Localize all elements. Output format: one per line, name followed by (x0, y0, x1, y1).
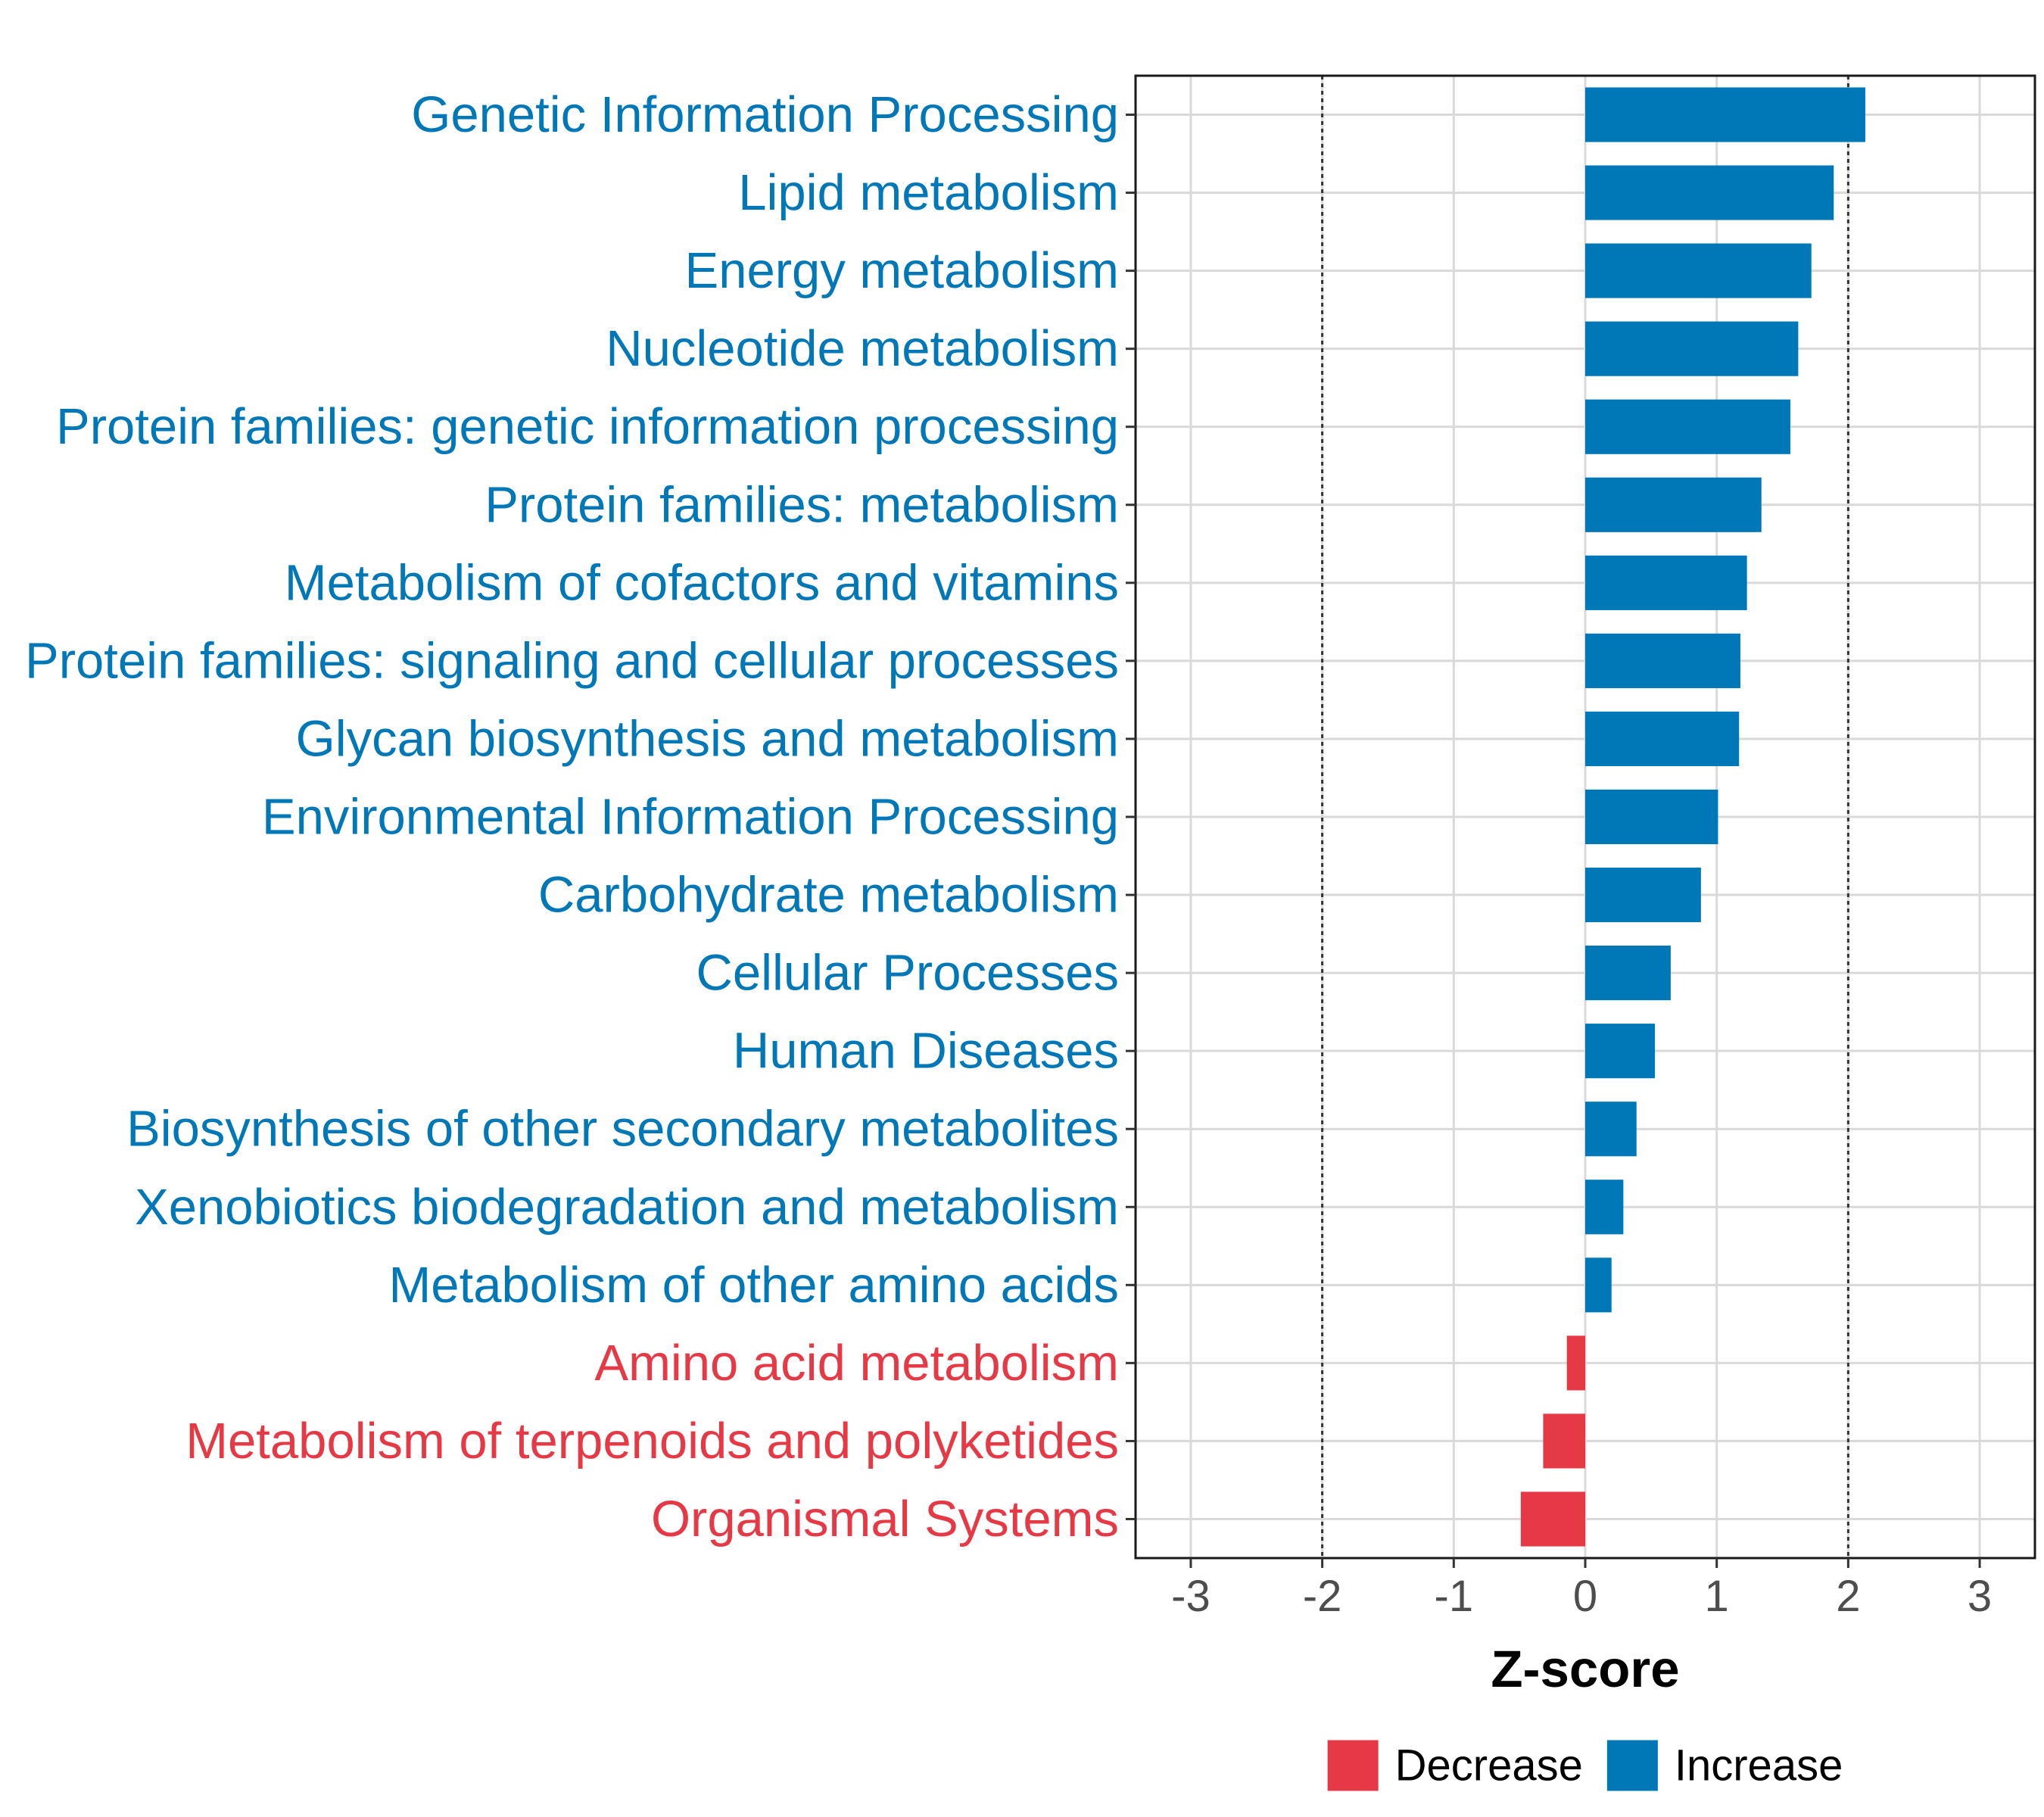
bar (1585, 1180, 1624, 1235)
category-label: Protein families: genetic information pr… (56, 398, 1119, 455)
category-label: Carbohydrate metabolism (538, 867, 1119, 924)
category-label: Xenobiotics biodegradation and metabolis… (135, 1179, 1119, 1236)
x-axis-title: Z-score (1491, 1640, 1679, 1698)
category-label: Lipid metabolism (738, 164, 1119, 221)
bars (1520, 87, 1865, 1547)
x-tick-label: -1 (1435, 1572, 1474, 1621)
category-label: Metabolism of cofactors and vitamins (285, 554, 1119, 611)
bar (1585, 711, 1740, 767)
bar (1585, 946, 1671, 1001)
category-label: Protein families: signaling and cellular… (25, 632, 1119, 689)
bar (1543, 1413, 1585, 1469)
x-tick-label: -2 (1303, 1572, 1342, 1621)
y-axis: Genetic Information Processing Lipid meta… (25, 86, 1136, 1547)
bar (1585, 1258, 1612, 1313)
legend-label: Increase (1675, 1741, 1843, 1791)
legend-key (1606, 1740, 1658, 1791)
category-label: Glycan biosynthesis and metabolism (296, 710, 1119, 767)
category-label: Metabolism of other amino acids (389, 1257, 1120, 1314)
bar (1585, 867, 1701, 923)
bar (1585, 789, 1718, 845)
category-label: Energy metabolism (685, 242, 1119, 299)
legend: Decrease Increase (1327, 1740, 1843, 1791)
legend-key (1327, 1740, 1379, 1791)
bar (1585, 1024, 1656, 1079)
bar (1585, 165, 1834, 220)
category-label: Amino acid metabolism (594, 1335, 1119, 1392)
category-label: Nucleotide metabolism (606, 320, 1119, 377)
bar (1585, 555, 1747, 610)
category-label: Cellular Processes (696, 945, 1119, 1002)
category-label: Organismal Systems (651, 1491, 1119, 1547)
bar (1585, 321, 1799, 376)
x-tick-label: 1 (1705, 1572, 1729, 1621)
x-tick-label: -3 (1171, 1572, 1211, 1621)
category-label: Human Diseases (733, 1023, 1119, 1080)
bar (1585, 633, 1740, 688)
x-tick-label: 2 (1836, 1572, 1860, 1621)
category-label: Biosynthesis of other secondary metaboli… (126, 1101, 1119, 1158)
bar (1566, 1335, 1585, 1391)
bar (1585, 399, 1790, 454)
bar (1520, 1491, 1585, 1547)
bar (1585, 477, 1762, 532)
x-axis: -3 -2 -1 0 1 2 3 (1171, 1558, 1992, 1621)
category-label: Metabolism of terpenoids and polyketides (185, 1413, 1119, 1469)
x-tick-label: 3 (1968, 1572, 1992, 1621)
bar (1585, 1102, 1637, 1157)
category-label: Protein families: metabolism (485, 476, 1119, 533)
bar (1585, 87, 1865, 142)
x-tick-label: 0 (1573, 1572, 1597, 1621)
bar (1585, 243, 1812, 298)
category-label: Environmental Information Processing (262, 789, 1119, 846)
category-label: Genetic Information Processing (411, 86, 1119, 143)
legend-label: Decrease (1395, 1741, 1583, 1791)
